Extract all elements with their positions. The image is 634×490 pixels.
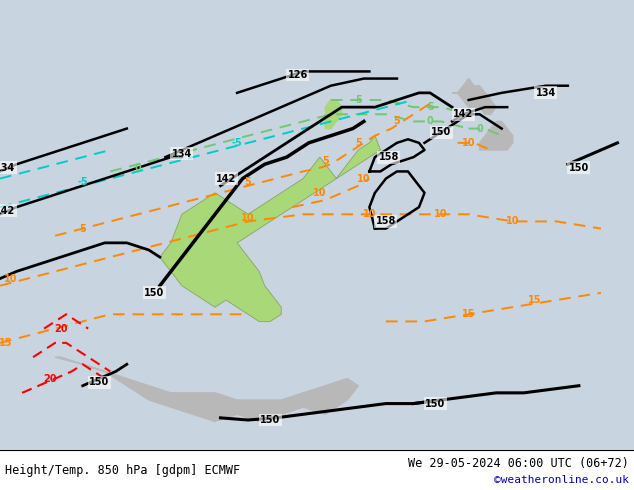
Text: 10: 10 — [357, 173, 371, 184]
Text: Height/Temp. 850 hPa [gdpm] ECMWF: Height/Temp. 850 hPa [gdpm] ECMWF — [5, 464, 240, 476]
Text: 10: 10 — [462, 138, 476, 148]
Text: 5: 5 — [322, 156, 328, 166]
Text: 134: 134 — [172, 148, 192, 159]
Text: -5: -5 — [425, 102, 436, 112]
Text: 150: 150 — [260, 415, 280, 425]
Text: 142: 142 — [453, 109, 473, 119]
Text: 126: 126 — [288, 70, 308, 80]
Text: 158: 158 — [376, 217, 396, 226]
Text: 10: 10 — [4, 273, 18, 284]
Text: 10: 10 — [506, 217, 519, 226]
Text: -5: -5 — [353, 95, 364, 105]
Text: 150: 150 — [89, 377, 109, 387]
Text: 0: 0 — [134, 163, 141, 173]
Text: 150: 150 — [569, 163, 589, 173]
Text: 150: 150 — [145, 288, 164, 298]
Polygon shape — [452, 78, 496, 114]
Text: 10: 10 — [242, 213, 255, 223]
Text: 5: 5 — [394, 117, 400, 126]
Text: 142: 142 — [216, 173, 236, 184]
Text: -5: -5 — [77, 177, 88, 187]
Text: 15: 15 — [462, 309, 476, 319]
Text: We 29-05-2024 06:00 UTC (06+72): We 29-05-2024 06:00 UTC (06+72) — [408, 457, 629, 469]
Polygon shape — [55, 357, 358, 421]
Text: 10: 10 — [313, 188, 327, 198]
Text: 5: 5 — [245, 177, 252, 187]
Text: 10: 10 — [434, 209, 448, 220]
Text: 134: 134 — [536, 88, 556, 98]
Polygon shape — [325, 100, 342, 128]
Text: 20: 20 — [54, 323, 67, 334]
Text: 10: 10 — [363, 209, 376, 220]
Text: 134: 134 — [0, 163, 16, 173]
Text: 150: 150 — [425, 398, 446, 409]
Text: 5: 5 — [79, 223, 86, 234]
Text: 15: 15 — [0, 338, 12, 348]
Text: 158: 158 — [378, 152, 399, 162]
Text: ©weatheronline.co.uk: ©weatheronline.co.uk — [494, 475, 629, 485]
Polygon shape — [160, 136, 380, 321]
Text: 150: 150 — [431, 127, 451, 137]
Text: -5: -5 — [231, 138, 242, 148]
Text: 20: 20 — [43, 373, 56, 384]
Text: 0: 0 — [427, 117, 434, 126]
Polygon shape — [480, 122, 513, 150]
Bar — [0, 450, 634, 490]
Text: 5: 5 — [355, 138, 362, 148]
Text: 0: 0 — [476, 123, 483, 134]
Text: 142: 142 — [0, 206, 16, 216]
Text: 15: 15 — [528, 295, 541, 305]
